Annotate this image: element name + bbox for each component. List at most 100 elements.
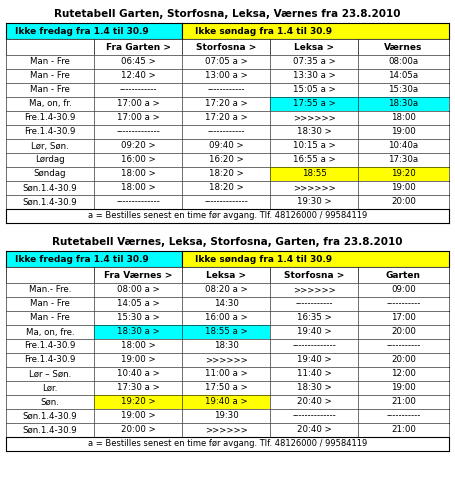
Text: 14:05 a >: 14:05 a > (116, 299, 159, 308)
Text: Fra Værnes >: Fra Værnes > (104, 271, 172, 280)
Text: Fre.1.4-30.9: Fre.1.4-30.9 (24, 356, 76, 365)
Text: Man - Fre: Man - Fre (30, 57, 70, 67)
Text: Søndag: Søndag (34, 169, 66, 178)
Text: -----------: ----------- (386, 341, 421, 351)
Text: --------------: -------------- (204, 198, 248, 206)
Text: ------------: ------------ (119, 85, 157, 94)
Text: Søn.: Søn. (40, 398, 60, 407)
Text: 06:45 >: 06:45 > (121, 57, 155, 67)
Text: Leksa >: Leksa > (294, 42, 334, 51)
Text: 14:30: 14:30 (213, 299, 238, 308)
Text: 07:35 a >: 07:35 a > (293, 57, 335, 67)
Text: 11:00 a >: 11:00 a > (205, 370, 248, 378)
Text: 08:20 a >: 08:20 a > (205, 286, 248, 294)
Text: Fre.1.4-30.9: Fre.1.4-30.9 (24, 341, 76, 351)
Text: Lør.: Lør. (42, 383, 58, 393)
Text: 16:55 a >: 16:55 a > (293, 156, 335, 165)
Text: 16:35 >: 16:35 > (297, 314, 331, 323)
Text: 19:40 >: 19:40 > (297, 328, 331, 336)
Text: 12:00: 12:00 (391, 370, 416, 378)
Text: 19:20 >: 19:20 > (121, 398, 155, 407)
Text: 18:30: 18:30 (213, 341, 238, 351)
Text: Søn.1.4-30.9: Søn.1.4-30.9 (23, 412, 77, 420)
Text: 18:55: 18:55 (302, 169, 326, 178)
Text: 19:40 >: 19:40 > (297, 356, 331, 365)
Text: 18:00: 18:00 (391, 114, 416, 123)
Text: Ikke fredag fra 1.4 til 30.9: Ikke fredag fra 1.4 til 30.9 (15, 254, 148, 263)
Text: 10:15 a >: 10:15 a > (293, 141, 335, 151)
Text: Søn.1.4-30.9: Søn.1.4-30.9 (23, 198, 77, 206)
Text: >>>>>>: >>>>>> (205, 425, 248, 435)
Text: 20:00: 20:00 (391, 328, 416, 336)
Text: ------------: ------------ (295, 299, 333, 308)
Text: Rutetabell Garten, Storfosna, Leksa, Værnes fra 23.8.2010: Rutetabell Garten, Storfosna, Leksa, Vær… (54, 9, 401, 19)
Text: --------------: -------------- (292, 412, 336, 420)
Text: 19:20: 19:20 (391, 169, 416, 178)
Text: Værnes: Værnes (384, 42, 423, 51)
Text: 15:05 a >: 15:05 a > (293, 85, 335, 94)
Text: 18:00 >: 18:00 > (121, 183, 155, 193)
Text: ------------: ------------ (207, 127, 245, 136)
Text: 17:20 a >: 17:20 a > (205, 114, 248, 123)
Text: 17:00: 17:00 (391, 314, 416, 323)
Text: 18:30 a >: 18:30 a > (116, 328, 159, 336)
Text: Garten: Garten (386, 271, 421, 280)
Text: 09:40 >: 09:40 > (209, 141, 243, 151)
Text: Fra Garten >: Fra Garten > (106, 42, 171, 51)
Text: 19:00 >: 19:00 > (121, 412, 155, 420)
Text: 17:50 a >: 17:50 a > (205, 383, 248, 393)
Text: --------------: -------------- (292, 341, 336, 351)
Text: 18:30 >: 18:30 > (297, 127, 331, 136)
Text: -----------: ----------- (386, 412, 421, 420)
Text: 20:00: 20:00 (391, 198, 416, 206)
Text: Lør – Søn.: Lør – Søn. (29, 370, 71, 378)
Text: a = Bestilles senest en time før avgang. Tlf. 48126000 / 99584119: a = Bestilles senest en time før avgang.… (88, 211, 367, 220)
Text: >>>>>>: >>>>>> (293, 183, 335, 193)
Text: 16:20 >: 16:20 > (209, 156, 243, 165)
Text: --------------: -------------- (116, 127, 160, 136)
Text: >>>>>>: >>>>>> (205, 356, 248, 365)
Text: Lørdag: Lørdag (35, 156, 65, 165)
Text: Storfosna >: Storfosna > (284, 271, 344, 280)
Text: Man - Fre: Man - Fre (30, 72, 70, 81)
Text: 19:00 >: 19:00 > (121, 356, 155, 365)
Text: a = Bestilles senest en time før avgang. Tlf. 48126000 / 99584119: a = Bestilles senest en time før avgang.… (88, 440, 367, 449)
Text: 19:40 a >: 19:40 a > (205, 398, 248, 407)
Text: Søn.1.4-30.9: Søn.1.4-30.9 (23, 183, 77, 193)
Text: -----------: ----------- (386, 299, 421, 308)
Text: Lør, Søn.: Lør, Søn. (31, 141, 69, 151)
Text: >>>>>>: >>>>>> (293, 114, 335, 123)
Text: 10:40 a >: 10:40 a > (116, 370, 159, 378)
Text: Søn.1.4-30.9: Søn.1.4-30.9 (23, 425, 77, 435)
Text: ------------: ------------ (207, 85, 245, 94)
Text: 21:00: 21:00 (391, 398, 416, 407)
Text: Ma, on, fre.: Ma, on, fre. (25, 328, 74, 336)
Text: 17:00 a >: 17:00 a > (116, 114, 159, 123)
Text: 09:00: 09:00 (391, 286, 416, 294)
Text: 07:05 a >: 07:05 a > (205, 57, 248, 67)
Text: 18:30 >: 18:30 > (297, 383, 331, 393)
Text: 18:20 >: 18:20 > (209, 169, 243, 178)
Text: 18:20 >: 18:20 > (209, 183, 243, 193)
Text: 18:00 >: 18:00 > (121, 341, 155, 351)
Text: Leksa >: Leksa > (206, 271, 246, 280)
Text: 17:30 a >: 17:30 a > (116, 383, 159, 393)
Text: Man - Fre: Man - Fre (30, 85, 70, 94)
Text: 17:00 a >: 17:00 a > (116, 99, 159, 109)
Text: 19:00: 19:00 (391, 383, 416, 393)
Text: >>>>>>: >>>>>> (293, 286, 335, 294)
Text: 15:30 a >: 15:30 a > (116, 314, 159, 323)
Text: 18:00 >: 18:00 > (121, 169, 155, 178)
Text: 08:00 a >: 08:00 a > (116, 286, 159, 294)
Text: 19:30 >: 19:30 > (297, 198, 331, 206)
Text: 13:30 a >: 13:30 a > (293, 72, 335, 81)
Text: 17:20 a >: 17:20 a > (205, 99, 248, 109)
Text: Fre.1.4-30.9: Fre.1.4-30.9 (24, 114, 76, 123)
Text: 19:00: 19:00 (391, 127, 416, 136)
Text: Man - Fre: Man - Fre (30, 314, 70, 323)
Text: 16:00 >: 16:00 > (121, 156, 155, 165)
Text: Ikke søndag fra 1.4 til 30.9: Ikke søndag fra 1.4 til 30.9 (195, 254, 333, 263)
Text: 14:05a: 14:05a (389, 72, 419, 81)
Text: 17:30a: 17:30a (389, 156, 419, 165)
Text: 19:00: 19:00 (391, 183, 416, 193)
